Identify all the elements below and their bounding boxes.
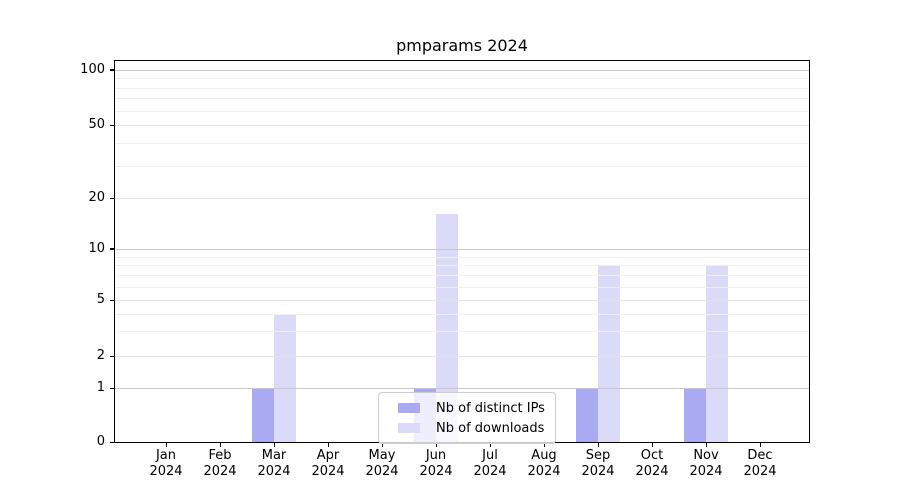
y-tick-mark-0	[110, 441, 114, 443]
bar-nb-of-downloads-sep	[598, 265, 620, 442]
y-tick-mark-2	[110, 355, 114, 357]
y-tick-mark-10	[110, 248, 114, 250]
x-tick-label-jun: Jun 2024	[419, 448, 453, 479]
y-tick-mark-50	[110, 124, 114, 126]
y-tick-label-20: 20	[88, 190, 105, 205]
y-tick-mark-1	[110, 387, 114, 389]
gridline-minor-7	[115, 275, 809, 277]
gridline-2	[115, 356, 809, 357]
x-tick-mark-jun	[435, 443, 437, 447]
x-tick-label-oct: Oct 2024	[635, 448, 669, 479]
bar-nb-of-downloads-jun	[436, 214, 458, 442]
gridline-50	[115, 125, 809, 126]
x-tick-label-dec: Dec 2024	[743, 448, 777, 479]
bar-nb-of-distinct-ips-nov	[684, 388, 706, 442]
y-tick-mark-100	[110, 69, 114, 71]
y-tick-label-100: 100	[80, 61, 105, 77]
x-tick-mark-oct	[651, 443, 653, 447]
y-tick-label-2: 2	[96, 348, 105, 363]
x-tick-label-sep: Sep 2024	[581, 448, 615, 479]
y-tick-label-5: 5	[96, 292, 105, 307]
bar-nb-of-downloads-nov	[706, 265, 728, 442]
gridline-minor-8	[115, 265, 809, 267]
gridline-minor-90	[115, 78, 809, 80]
y-tick-mark-20	[110, 197, 114, 199]
gridline-20	[115, 198, 809, 199]
chart-title: pmparams 2024	[396, 36, 528, 55]
x-tick-label-jan: Jan 2024	[149, 448, 183, 479]
y-tick-mark-5	[110, 299, 114, 301]
gridlines-layer	[115, 61, 809, 442]
gridline-1	[115, 388, 809, 389]
gridline-minor-3	[115, 331, 809, 333]
x-tick-mark-jan	[165, 443, 167, 447]
gridline-minor-30	[115, 165, 809, 167]
x-tick-mark-jul	[489, 443, 491, 447]
gridline-minor-4	[115, 313, 809, 315]
x-tick-mark-may	[381, 443, 383, 447]
legend-item-downloads: Nb of downloads	[398, 418, 545, 438]
x-tick-mark-mar	[273, 443, 275, 447]
gridline-minor-9	[115, 256, 809, 258]
x-tick-label-aug: Aug 2024	[527, 448, 561, 479]
x-axis-ticks: Jan 2024 Feb 2024 Mar 2024 Apr 2024 May 2024 Jun 20…	[115, 61, 809, 479]
y-tick-label-10: 10	[88, 240, 105, 256]
legend-label-downloads: Nb of downloads	[436, 420, 545, 436]
gridline-minor-6	[115, 286, 809, 288]
legend-swatch-distinct-ips	[398, 403, 420, 413]
x-tick-mark-nov	[705, 443, 707, 447]
bar-nb-of-downloads-mar	[274, 313, 296, 442]
gridline-minor-80	[115, 87, 809, 89]
x-tick-mark-apr	[327, 443, 329, 447]
y-tick-label-50: 50	[88, 117, 105, 132]
y-axis-ticks: 0 1 2 5 10 20 50 100	[80, 61, 809, 449]
x-tick-label-may: May 2024	[365, 448, 399, 479]
legend-label-distinct-ips: Nb of distinct IPs	[436, 400, 545, 416]
x-tick-label-apr: Apr 2024	[311, 448, 345, 479]
legend-item-distinct-ips: Nb of distinct IPs	[398, 398, 545, 418]
bars-layer	[115, 61, 809, 442]
x-tick-label-mar: Mar 2024	[257, 448, 291, 479]
bar-nb-of-distinct-ips-sep	[576, 388, 598, 442]
y-tick-label-0: 0	[96, 434, 105, 449]
x-tick-mark-aug	[543, 443, 545, 447]
y-tick-label-1: 1	[96, 380, 105, 395]
x-tick-mark-feb	[219, 443, 221, 447]
gridline-minor-70	[115, 98, 809, 100]
x-tick-label-jul: Jul 2024	[473, 448, 507, 479]
bar-nb-of-distinct-ips-mar	[252, 388, 274, 442]
gridline-minor-60	[115, 110, 809, 112]
legend-swatch-downloads	[398, 423, 420, 433]
x-tick-label-feb: Feb 2024	[203, 448, 237, 479]
legend: Nb of distinct IPs Nb of downloads	[378, 392, 556, 444]
gridline-100	[115, 69, 809, 71]
plot-area: 0 1 2 5 10 20 50 100 Jan 2024 Feb 2024 Mar 2024 Apr 20…	[80, 60, 810, 479]
gridline-5	[115, 300, 809, 301]
gridline-minor-40	[115, 142, 809, 144]
x-tick-mark-sep	[597, 443, 599, 447]
x-tick-label-nov: Nov 2024	[689, 448, 723, 479]
gridline-10	[115, 248, 809, 250]
x-tick-mark-dec	[759, 443, 761, 447]
